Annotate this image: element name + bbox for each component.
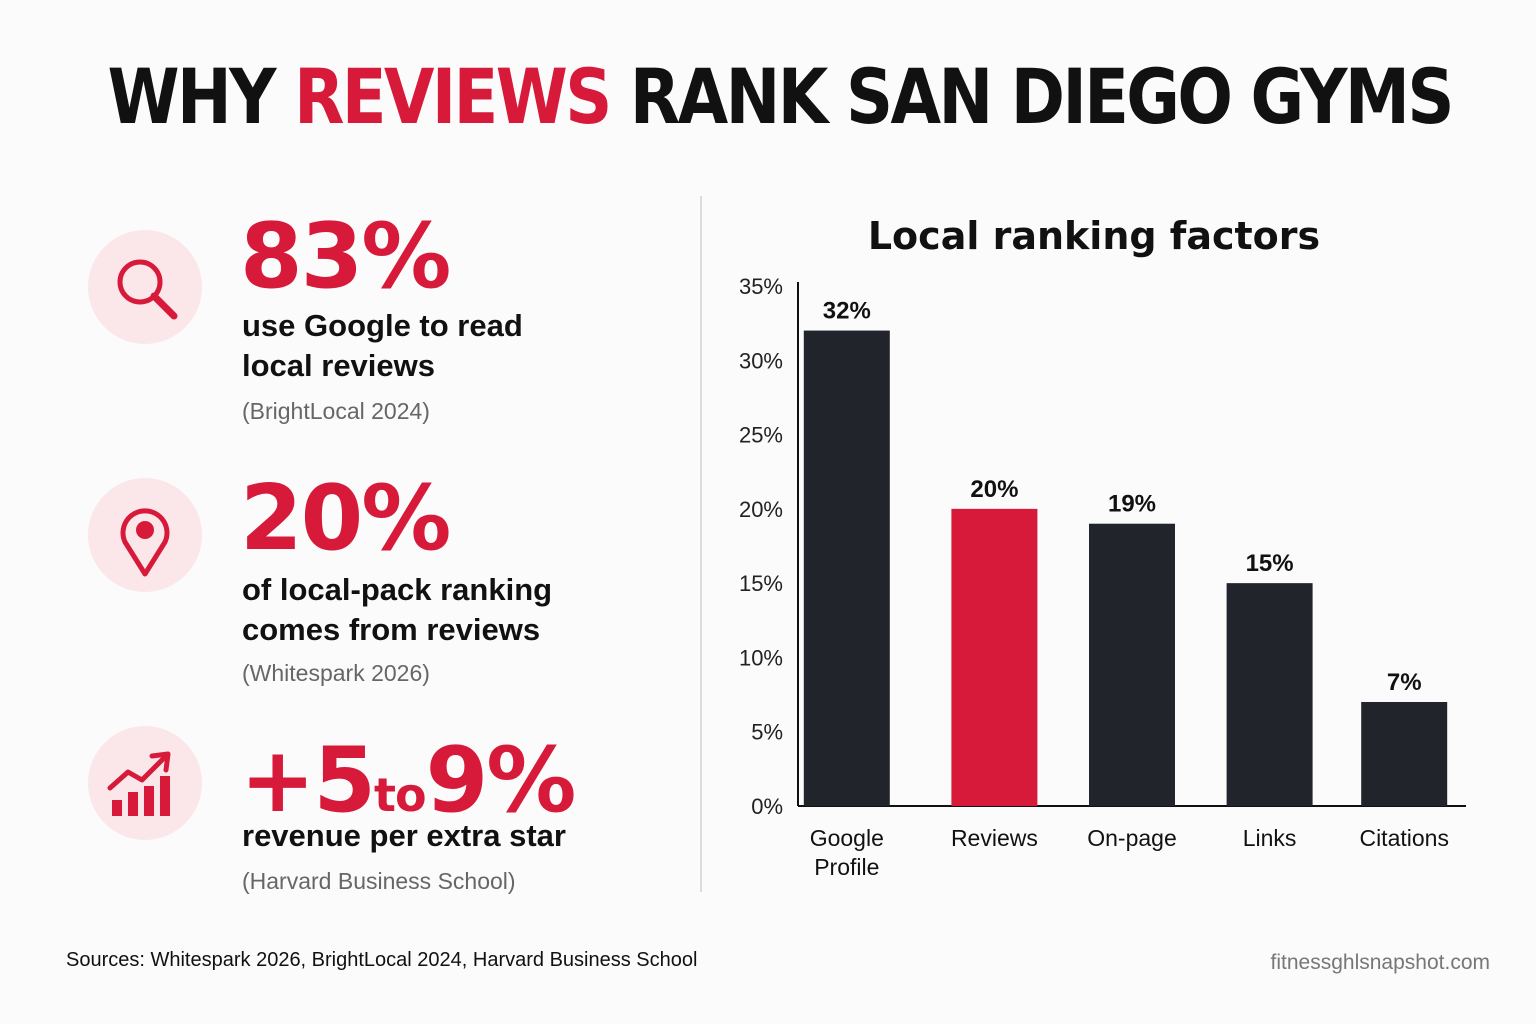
x-tick-label: Reviews xyxy=(951,825,1038,851)
y-tick-label: 10% xyxy=(739,645,783,670)
y-tick-label: 20% xyxy=(739,497,783,522)
y-tick-label: 5% xyxy=(751,720,783,745)
y-tick-label: 35% xyxy=(739,274,783,299)
stat-value: +5to9% xyxy=(240,736,576,826)
x-tick-label: On-page xyxy=(1087,825,1177,851)
y-tick-label: 30% xyxy=(739,348,783,373)
x-tick-label: Links xyxy=(1243,825,1297,851)
footer-site-link[interactable]: fitnessghlsnapshot.com xyxy=(1270,951,1490,974)
stat-value-prefix: +5 xyxy=(240,728,376,833)
stat-value-to: to xyxy=(374,768,427,822)
title-accent: REVIEWS xyxy=(294,52,612,141)
title-part-2: RANK SAN DIEGO GYMS xyxy=(609,52,1455,141)
bar-reviews xyxy=(951,508,1038,806)
x-tick-label: Google xyxy=(810,825,884,851)
data-label: 19% xyxy=(1108,491,1156,518)
stat-value: 20% xyxy=(240,466,451,571)
bar-links xyxy=(1226,583,1313,806)
stat-source: (Whitespark 2026) xyxy=(242,660,430,686)
bar-on-page xyxy=(1089,523,1175,806)
stat-description-line: revenue per extra star xyxy=(242,818,566,853)
stat-value: 83% xyxy=(240,204,451,309)
y-tick-label: 25% xyxy=(739,423,783,448)
data-label: 15% xyxy=(1246,550,1294,577)
bar-google-profile xyxy=(803,330,890,806)
stat-description-line: local reviews xyxy=(242,348,436,383)
location-pin-icon xyxy=(88,478,202,592)
x-tick-label: Profile xyxy=(814,854,879,880)
stat-card-local-pack: 20% of local-pack ranking comes from rev… xyxy=(88,462,688,702)
data-label: 20% xyxy=(970,476,1018,503)
stat-description: of local-pack ranking comes from reviews xyxy=(242,570,662,650)
data-label: 7% xyxy=(1387,669,1422,696)
data-label: 32% xyxy=(823,298,871,325)
footer-sources: Sources: Whitespark 2026, BrightLocal 20… xyxy=(66,949,698,971)
stat-description: revenue per extra star xyxy=(242,816,702,856)
x-tick-label: Citations xyxy=(1359,825,1448,851)
stat-card-google-reviews: 83% use Google to read local reviews (Br… xyxy=(88,196,688,436)
stat-description-line: comes from reviews xyxy=(242,612,541,647)
stat-description: use Google to read local reviews xyxy=(242,306,662,386)
stat-card-revenue: +5to9% revenue per extra star (Harvard B… xyxy=(88,722,688,902)
stat-source: (BrightLocal 2024) xyxy=(242,398,430,424)
stat-source: (Harvard Business School) xyxy=(242,868,516,894)
search-icon xyxy=(88,230,202,344)
stat-value-suffix: 9% xyxy=(425,728,577,833)
chart-title: Local ranking factors xyxy=(867,214,1321,258)
section-divider xyxy=(700,196,702,892)
stat-description-line: use Google to read xyxy=(242,308,523,343)
y-tick-label: 15% xyxy=(739,571,783,596)
title-part-1: WHY xyxy=(107,52,295,141)
bar-citations xyxy=(1361,702,1448,806)
stat-description-line: of local-pack ranking xyxy=(242,572,553,607)
y-tick-label: 0% xyxy=(751,794,783,819)
trending-up-chart-icon xyxy=(88,726,202,840)
page-title: WHY REVIEWS RANK SAN DIEGO GYMS xyxy=(107,52,1455,141)
